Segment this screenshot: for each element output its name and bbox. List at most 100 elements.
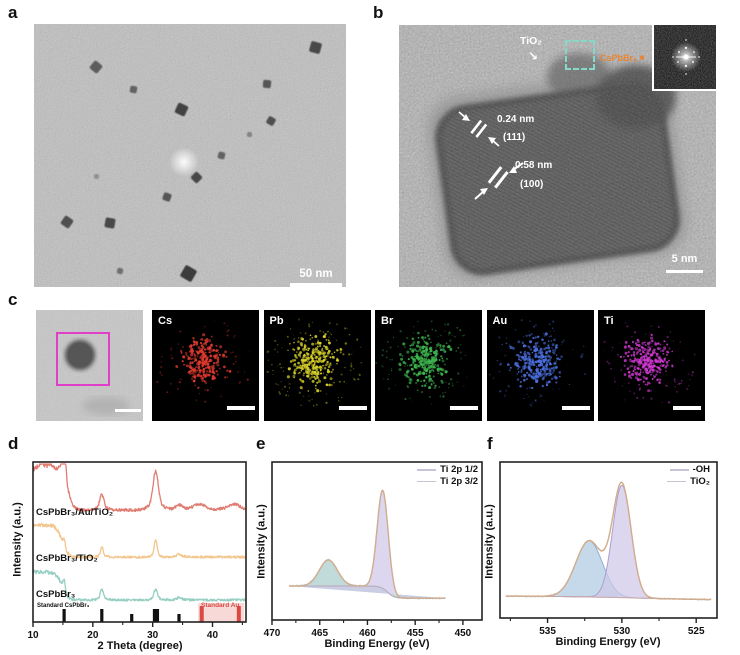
plane-2-label: (100) — [520, 179, 544, 190]
panel-c-label: c — [8, 290, 18, 309]
tio2-region-box — [565, 40, 595, 70]
eds-dots — [598, 310, 705, 421]
legend-swatch — [669, 469, 689, 471]
panel-b-hrtem-image: TiO₂ ↘ CsPbBr₃ ■ 0.24 nm (111) — [399, 25, 716, 287]
panel-b-scalebar — [666, 270, 703, 273]
legend-label: Ti 2p 1/2 — [440, 464, 478, 475]
o1s-plot: 535 530 525 — [499, 461, 718, 637]
eds-scalebar — [338, 406, 367, 410]
legend-row: Ti 2p 1/2 — [417, 465, 478, 475]
eds-scalebar — [227, 406, 255, 410]
eds-map-ti: Ti — [598, 310, 705, 421]
panel-f-label: f — [487, 434, 493, 453]
core-region-label: CsPbBr₃ ■ — [600, 54, 645, 63]
svg-text:40: 40 — [207, 630, 219, 641]
peak-fill-1 — [505, 485, 712, 600]
legend-label: TiO₂ — [690, 475, 710, 487]
xrd-trace-1 — [32, 522, 246, 559]
svg-text:465: 465 — [311, 628, 328, 639]
svg-text:450: 450 — [455, 628, 472, 639]
core-marker-icon: ■ — [639, 53, 645, 62]
plot-frame — [32, 461, 247, 623]
element-label: Pb — [269, 315, 284, 327]
spacing-1-label: 0.24 nm — [497, 114, 535, 125]
o1s-x-axis-title: Binding Energy (eV) — [555, 636, 661, 648]
panel-c-tem-image — [36, 310, 143, 421]
core-label-text: CsPbBr₃ — [600, 53, 638, 63]
ti2p-legend: Ti 2p 1/2 Ti 2p 3/2 — [417, 465, 478, 486]
xrd-plot: 10 20 30 40 — [27, 461, 247, 641]
ti2p-plot: 470 465 460 455 450 — [264, 461, 483, 639]
eds-map-pb: Pb — [263, 310, 371, 421]
xrd-trace-0 — [32, 463, 247, 513]
panel-a-tem-image: 50 nm — [34, 24, 346, 287]
plane-1-label: (111) — [503, 132, 526, 143]
legend-swatch — [417, 469, 437, 471]
ti2p-y-axis-title: Intensity (a.u.) — [255, 504, 268, 579]
svg-text:10: 10 — [27, 630, 39, 641]
element-label: Ti — [604, 315, 614, 327]
raw-data-line — [505, 481, 712, 601]
xrd-y-axis-title: Intensity (a.u.) — [11, 502, 24, 577]
legend-label: Ti 2p 3/2 — [440, 475, 478, 487]
trace-label-cspbbr3: CsPbBr₃ — [36, 589, 76, 600]
trace-label-tio2: CsPbBr₃/TiO₂ — [36, 553, 98, 564]
panel-c-tem-scalebar — [115, 409, 141, 412]
xrd-x-axis-title: 2 Theta (degree) — [97, 640, 183, 652]
fft-pattern — [654, 25, 716, 89]
eds-dots — [152, 310, 259, 421]
legend-row: TiO₂ — [667, 475, 710, 487]
plot-frame — [499, 461, 718, 619]
eds-scalebar — [673, 406, 701, 410]
eds-dots — [486, 310, 594, 421]
eds-dots — [375, 310, 482, 421]
svg-text:470: 470 — [264, 628, 281, 639]
panel-e-label: e — [256, 434, 266, 453]
eds-scalebar — [561, 406, 590, 410]
tio2-label: TiO₂ — [520, 35, 542, 47]
panel-c-tem-content — [36, 310, 143, 421]
nanocrystal — [262, 79, 272, 89]
legend-label: -OH — [692, 464, 710, 475]
panel-b-scalebar-label: 5 nm — [671, 253, 698, 265]
o1s-xps-chart: 535 530 525 -OH TiO₂ Binding Energy (eV) I… — [483, 444, 740, 655]
nanocrystal — [247, 132, 252, 137]
nanocrystal — [94, 174, 99, 179]
lattice-mark-100-icon — [474, 162, 524, 200]
legend-row: Ti 2p 3/2 — [417, 475, 478, 487]
legend-swatch — [417, 480, 437, 482]
eds-map-au: Au — [486, 310, 594, 421]
svg-text:30: 30 — [147, 630, 159, 641]
trace-label-au-tio2: CsPbBr₃/Au/TiO₂ — [36, 507, 114, 518]
standard-au-label: Standard Au — [201, 602, 240, 609]
eds-scalebar — [450, 406, 478, 410]
svg-text:460: 460 — [359, 628, 376, 639]
standard-cspbbr3-label: Standard CsPbBr₃ — [37, 603, 90, 609]
lattice-mark-111-icon — [458, 111, 500, 147]
legend-row: -OH — [669, 464, 710, 475]
roi-box — [56, 332, 110, 386]
panel-a-label: a — [8, 3, 18, 22]
panel-a-scalebar-label: 50 nm — [299, 268, 333, 280]
svg-text:20: 20 — [87, 630, 99, 641]
raw-data-line — [288, 489, 446, 601]
spacing-2-label: 0.58 nm — [515, 160, 553, 171]
nanocrystal — [129, 85, 138, 94]
tio2-arrow-icon: ↘ — [528, 49, 539, 63]
element-label: Cs — [158, 315, 173, 327]
xrd-chart: 10 20 30 40 CsPbBr₃/Au/TiO₂ CsPbBr₃/TiO₂ Cs… — [0, 444, 256, 655]
eds-dots — [263, 310, 371, 421]
plot-frame — [271, 461, 483, 621]
o1s-legend: -OH TiO₂ — [667, 465, 710, 486]
fft-inset — [652, 25, 716, 91]
nanocrystal — [104, 217, 116, 229]
element-label: Au — [492, 315, 508, 327]
o1s-y-axis-title: Intensity (a.u.) — [483, 504, 496, 579]
panel-a-scalebar — [290, 283, 342, 287]
legend-swatch — [667, 480, 687, 482]
eds-map-br: Br — [375, 310, 482, 421]
eds-map-cs: Cs — [152, 310, 259, 421]
svg-text:535: 535 — [539, 626, 556, 637]
ti2p-x-axis-title: Binding Energy (eV) — [324, 638, 430, 650]
